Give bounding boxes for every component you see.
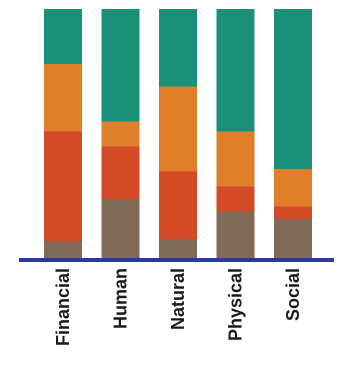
bar-physical-segment-1 (216, 211, 255, 259)
category-labels-group: Financial Human Natural Physical Social (53, 268, 303, 346)
bar-physical-segment-4 (216, 9, 255, 132)
bar-social-segment-4 (274, 9, 312, 169)
bar-human-segment-3 (101, 121, 140, 147)
bar-financial-segment-3 (44, 64, 82, 132)
bar-natural-segment-4 (159, 9, 197, 87)
tick-label-physical: Physical (226, 268, 246, 341)
bar-social-segment-1 (274, 219, 312, 259)
tick-label-natural: Natural (168, 268, 188, 330)
bar-financial-segment-1 (44, 241, 82, 259)
bar-natural-segment-1 (159, 239, 197, 259)
tick-label-financial: Financial (53, 268, 73, 346)
bar-natural-segment-3 (159, 86, 197, 172)
bar-physical-segment-3 (216, 131, 255, 187)
bar-physical-segment-2 (216, 186, 255, 212)
bar-social-segment-3 (274, 169, 312, 207)
tick-label-human: Human (111, 268, 131, 329)
tick-label-social: Social (283, 268, 303, 321)
bar-financial-segment-4 (44, 9, 82, 64)
bar-natural-segment-2 (159, 171, 197, 239)
bar-human-segment-4 (101, 9, 140, 122)
bar-financial-segment-2 (44, 131, 82, 242)
bar-human-segment-1 (101, 199, 140, 259)
bar-social-segment-2 (274, 206, 312, 219)
bars-group (44, 9, 312, 259)
bar-human-segment-2 (101, 146, 140, 199)
